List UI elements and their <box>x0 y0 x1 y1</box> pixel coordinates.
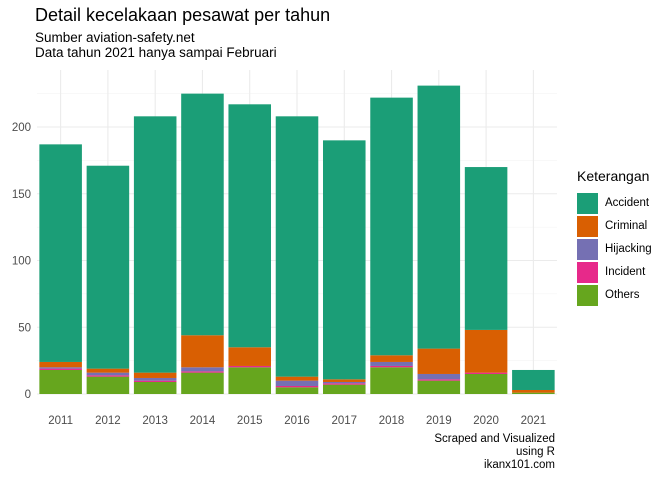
x-tick-label: 2017 <box>331 415 357 427</box>
bar-hijacking-2014 <box>181 367 224 372</box>
bar-criminal-2019 <box>417 348 461 374</box>
bar-accident-2015 <box>228 104 271 348</box>
bar-others-2011 <box>39 369 82 394</box>
bar-hijacking-2012 <box>86 372 130 376</box>
bar-incident-2014 <box>181 371 224 373</box>
bar-others-2014 <box>181 372 224 394</box>
bar-criminal-2013 <box>133 372 177 378</box>
x-tick-label: 2014 <box>190 415 216 427</box>
caption-line-2: using R <box>516 446 555 458</box>
bar-accident-2020 <box>464 167 508 330</box>
bar-criminal-2020 <box>464 329 508 373</box>
bar-hijacking-2017 <box>323 381 366 384</box>
bar-criminal-2018 <box>370 355 413 362</box>
bar-hijacking-2018 <box>370 361 413 366</box>
legend-label-others: Others <box>605 289 640 301</box>
bar-incident-2015 <box>228 365 271 368</box>
bar-accident-2021 <box>512 369 555 390</box>
bar-incident-2020 <box>464 372 508 374</box>
x-axis-ticks: 2011 2012 2013 2014 2015 2016 2017 2018 2019 2020… <box>48 415 546 427</box>
legend-label-hijacking: Hijacking <box>605 243 652 255</box>
bar-incident-2018 <box>370 365 413 368</box>
legend-key-others <box>577 284 598 306</box>
bar-criminal-2015 <box>228 347 271 366</box>
legend-label-accident: Accident <box>605 197 650 209</box>
x-tick-label: 2015 <box>237 415 263 427</box>
bar-criminal-2011 <box>39 361 82 368</box>
caption-line-3: ikanx101.com <box>484 459 555 471</box>
bar-accident-2017 <box>323 140 366 380</box>
bar-hijacking-2016 <box>275 380 319 386</box>
bar-accident-2014 <box>181 93 224 336</box>
x-tick-label: 2019 <box>426 415 452 427</box>
bar-hijacking-2011 <box>39 367 82 369</box>
caption-line-1: Scraped and Visualized <box>434 433 555 445</box>
y-tick-label: 150 <box>12 189 31 201</box>
bar-incident-2012 <box>86 375 130 377</box>
legend-item-hijacking: Hijacking <box>577 238 652 260</box>
bar-others-2019 <box>417 380 461 394</box>
bar-criminal-2021 <box>512 389 555 393</box>
chart-title: Detail kecelakaan pesawat per tahun <box>35 5 331 25</box>
legend-label-criminal: Criminal <box>605 220 648 232</box>
bar-others-2020 <box>464 373 508 394</box>
legend-key-criminal <box>577 215 598 237</box>
bar-hijacking-2019 <box>417 373 461 380</box>
legend-item-incident: Incident <box>577 261 645 283</box>
legend-item-accident: Accident <box>577 192 649 214</box>
legend-key-hijacking <box>577 238 598 260</box>
x-tick-label: 2021 <box>521 415 547 427</box>
y-tick-label: 200 <box>12 122 31 134</box>
bar-accident-2012 <box>86 165 130 369</box>
bar-accident-2013 <box>133 116 177 373</box>
x-tick-label: 2013 <box>142 415 168 427</box>
bar-others-2021 <box>512 392 555 394</box>
bar-incident-2013 <box>133 380 177 382</box>
legend-key-accident <box>577 192 598 214</box>
chart-subtitle-note: Data tahun 2021 hanya sampai Februari <box>35 45 277 60</box>
legend-key-incident <box>577 261 598 283</box>
bar-incident-2016 <box>275 385 319 388</box>
x-tick-label: 2011 <box>48 415 73 427</box>
bar-others-2013 <box>133 381 177 394</box>
bar-criminal-2016 <box>275 376 319 381</box>
bar-incident-2019 <box>417 379 461 381</box>
x-tick-label: 2016 <box>284 415 310 427</box>
legend-label-incident: Incident <box>605 266 646 278</box>
bar-incident-2017 <box>323 383 366 385</box>
x-tick-label: 2020 <box>473 415 499 427</box>
bar-criminal-2012 <box>86 368 130 373</box>
legend-title: Keterangan <box>577 168 650 184</box>
x-tick-label: 2018 <box>379 415 405 427</box>
chart-subtitle-source: Sumber aviation-safety.net <box>35 30 195 45</box>
bar-accident-2018 <box>370 97 413 356</box>
bar-others-2018 <box>370 367 413 394</box>
bar-criminal-2017 <box>323 379 366 382</box>
bar-others-2015 <box>228 367 271 394</box>
bar-accident-2019 <box>417 85 461 349</box>
bar-accident-2011 <box>39 144 82 362</box>
y-tick-label: 50 <box>18 322 31 334</box>
bar-others-2017 <box>323 384 366 394</box>
legend-item-others: Others <box>577 284 640 306</box>
bar-incident-2011 <box>39 368 82 370</box>
bar-others-2012 <box>86 376 130 394</box>
legend-item-criminal: Criminal <box>577 215 647 237</box>
y-axis-ticks: 0 50 100 150 200 <box>12 122 31 401</box>
bar-criminal-2014 <box>181 335 224 368</box>
y-tick-label: 0 <box>25 389 31 401</box>
y-tick-label: 100 <box>12 256 31 268</box>
bar-accident-2016 <box>275 116 319 377</box>
x-tick-label: 2012 <box>95 415 121 427</box>
bar-hijacking-2013 <box>133 377 177 381</box>
bars <box>39 85 555 394</box>
bar-others-2016 <box>275 387 319 394</box>
